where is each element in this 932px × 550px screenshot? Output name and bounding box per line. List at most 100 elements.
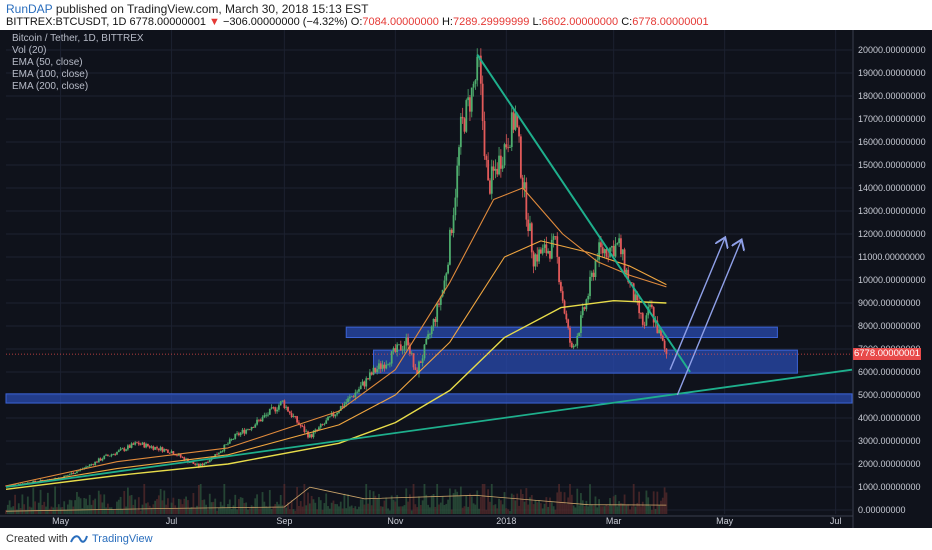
candle-body (105, 454, 107, 456)
candle-body (503, 144, 506, 166)
candle-body (168, 452, 171, 454)
volume-bar (600, 506, 602, 514)
candle-body (126, 445, 129, 450)
candle-body (283, 400, 286, 408)
chart-canvas[interactable]: 20000.00000000 19000.00000000 18000.000000… (0, 30, 932, 528)
legend-ema200[interactable]: EMA (200, close) (12, 81, 89, 92)
legend-ema100[interactable]: EMA (100, close) (12, 69, 89, 80)
volume-bar (494, 504, 497, 514)
volume-bar (374, 495, 377, 514)
y-tick-label: 9000.00000000 (858, 298, 921, 308)
candle-body (590, 272, 593, 277)
volume-bar (272, 506, 275, 514)
candle-body (598, 242, 601, 260)
volume-bar (609, 498, 611, 514)
volume-bar (163, 490, 166, 514)
candle-body (310, 434, 313, 438)
volume-bar (490, 484, 493, 514)
candle-body (605, 249, 608, 257)
candle-body (201, 463, 204, 466)
volume-bar (316, 509, 319, 514)
volume-bar (499, 500, 502, 514)
author-link[interactable]: RunDAP (6, 2, 53, 16)
candle-body (250, 427, 253, 430)
volume-bar (301, 506, 304, 514)
volume-bar (181, 504, 184, 514)
candle-body (159, 447, 162, 451)
volume-bar (254, 498, 257, 514)
volume-bar (261, 492, 264, 514)
candle-body (547, 250, 550, 254)
candle-body (188, 462, 191, 463)
volume-bar (323, 503, 326, 514)
candle-body (307, 431, 309, 438)
volume-bar (539, 503, 542, 514)
volume-bar (217, 507, 220, 514)
volume-bar (96, 509, 98, 514)
volume-bar (363, 504, 366, 514)
volume-bar (436, 484, 439, 514)
volume-bar (137, 497, 140, 514)
price-chart[interactable]: 20000.00000000 19000.00000000 18000.000000… (0, 30, 932, 528)
projection-arrow (676, 241, 741, 396)
candle-body (356, 391, 359, 393)
volume-bar (458, 495, 460, 514)
volume-bar (607, 506, 610, 514)
candle-body (632, 283, 635, 301)
volume-bar (99, 494, 102, 514)
volume-bar (188, 507, 191, 514)
candle-body (374, 367, 377, 373)
candle-body (161, 447, 164, 452)
candle-body (196, 463, 198, 465)
volume-bar (136, 509, 138, 514)
volume-bar (432, 493, 435, 514)
volume-bar (236, 509, 238, 514)
legend-ema50[interactable]: EMA (50, close) (12, 57, 83, 68)
volume-bar (279, 494, 282, 514)
ascending-trendline (5, 368, 853, 488)
volume-bar (536, 502, 539, 514)
volume-bar (343, 493, 346, 514)
tradingview-brand-link[interactable]: TradingView (92, 533, 153, 545)
volume-bar (125, 506, 127, 514)
candle-body (106, 454, 109, 456)
indicator-legend: Bitcoin / Tether, 1D, BITTREX Vol (20) E… (12, 33, 144, 93)
volume-bar (425, 494, 428, 514)
candle-body (416, 369, 419, 374)
candle-body (265, 414, 268, 416)
volume-bar (594, 496, 597, 514)
legend-volume[interactable]: Vol (20) (12, 45, 47, 56)
candle-body (298, 422, 300, 425)
candle-body (316, 429, 319, 431)
volume-bar (614, 494, 617, 514)
volume-bar (629, 509, 631, 514)
volume-bar (587, 506, 590, 514)
y-tick-label: 17000.00000000 (858, 114, 926, 124)
volume-bar (461, 507, 464, 514)
candle-body (348, 396, 351, 399)
candle-body (476, 56, 479, 81)
volume-bar (358, 506, 360, 514)
y-tick-label: 16000.00000000 (858, 137, 926, 147)
candle-body (288, 411, 291, 414)
volume-bar (81, 508, 84, 514)
volume-bar (25, 510, 27, 514)
candle-body (556, 236, 559, 257)
candle-body (65, 475, 67, 477)
volume-bar (223, 484, 226, 514)
candle-body (343, 403, 346, 408)
volume-bar (110, 507, 113, 514)
volume-bar (527, 504, 530, 514)
volume-bar (583, 506, 586, 514)
volume-bar (514, 500, 517, 514)
candle-body (640, 313, 642, 314)
volume-bar (6, 504, 9, 514)
volume-bar (88, 494, 91, 514)
candle-body (489, 180, 491, 194)
volume-bar (318, 497, 320, 514)
volume-bar (478, 508, 480, 514)
candle-body (336, 412, 339, 415)
volume-bar (339, 501, 342, 514)
symbol-label[interactable]: BITTREX:BTCUSDT, 1D (6, 16, 127, 28)
volume-bar (370, 505, 373, 514)
